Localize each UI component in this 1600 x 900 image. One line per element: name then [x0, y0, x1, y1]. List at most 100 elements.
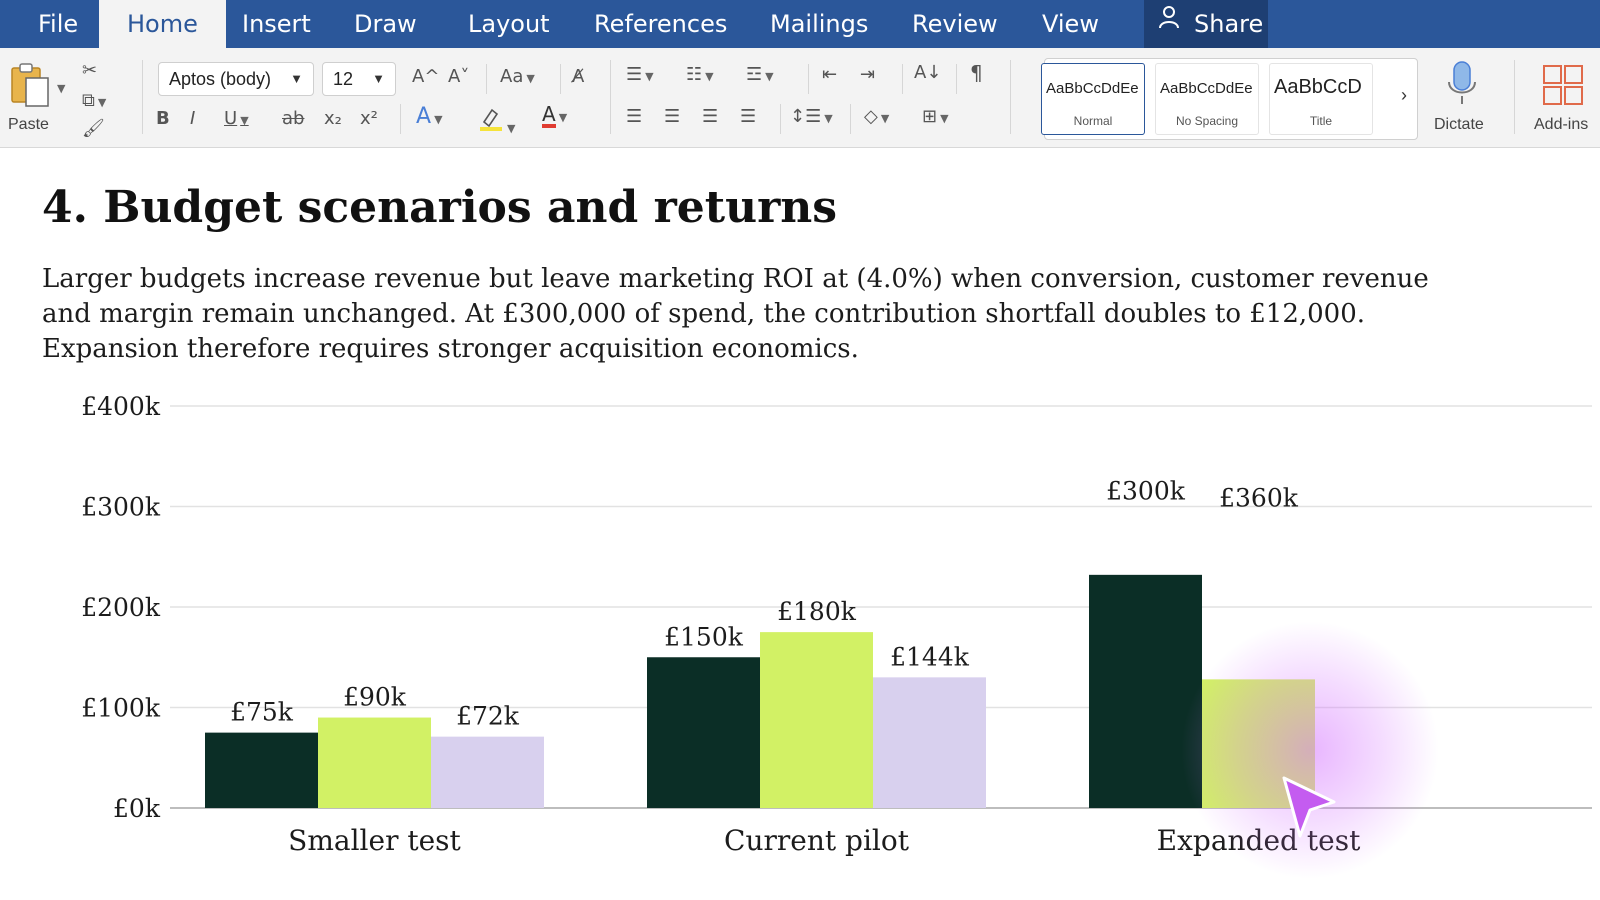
bold-button[interactable]: B: [156, 108, 170, 129]
tab-references[interactable]: References: [594, 10, 728, 38]
share-button[interactable]: Share: [1144, 0, 1268, 48]
bar: [760, 632, 873, 808]
copy-icon[interactable]: ⧉ ▼: [82, 90, 107, 111]
data-label: £144k: [890, 642, 970, 671]
align-center-icon[interactable]: ☰: [664, 106, 681, 127]
underline-button[interactable]: U ▼: [224, 108, 249, 129]
font-name-select[interactable]: Aptos (body) ▼: [158, 62, 314, 96]
align-right-icon[interactable]: ☰: [702, 106, 719, 127]
y-tick-label: £200k: [81, 593, 161, 622]
tab-view[interactable]: View: [1042, 10, 1099, 38]
bullets-icon[interactable]: ☰ ▼: [626, 64, 654, 85]
dictate-button[interactable]: Dictate: [1418, 54, 1506, 142]
grow-font-button[interactable]: A^: [412, 66, 440, 87]
style-sample: AaBbCcD: [1274, 76, 1362, 98]
y-tick-label: £400k: [81, 392, 161, 421]
font-color-label: A: [542, 102, 556, 128]
person-icon: [1158, 0, 1182, 48]
align-left-icon[interactable]: ☰: [626, 106, 643, 127]
ribbon-toolbar: Paste ▼ ✂ ⧉ ▼ 🖌 Aptos (body) ▼ 12 ▼ A^ A˅…: [0, 48, 1600, 148]
font-name-value: Aptos (body): [169, 69, 272, 89]
data-label: £360k: [1219, 484, 1299, 513]
pointer-cursor-icon: [1282, 776, 1336, 838]
shrink-font-button[interactable]: A˅: [448, 66, 470, 87]
format-painter-icon[interactable]: 🖌: [82, 118, 105, 139]
numbering-icon[interactable]: ☷ ▼: [686, 64, 714, 85]
share-label: Share: [1194, 10, 1264, 38]
decrease-indent-icon[interactable]: ⇤: [822, 64, 838, 85]
highlight-button[interactable]: ▼: [478, 106, 515, 140]
multilevel-list-icon[interactable]: ☲ ▼: [746, 64, 774, 85]
text-effects-button[interactable]: A ▼: [416, 104, 443, 129]
paste-icon: [11, 63, 49, 107]
budget-bar-chart: £0k £100k £200k £300k £400k £75k £90k £72k Small…: [81, 392, 1592, 857]
bar: [647, 657, 760, 808]
x-category-label: Current pilot: [724, 824, 910, 857]
style-sample: AaBbCcDdEe: [1160, 80, 1253, 97]
y-tick-label: £300k: [81, 493, 161, 522]
shading-icon[interactable]: ◇ ▼: [864, 106, 890, 127]
line-spacing-icon[interactable]: ↕☰ ▼: [790, 106, 833, 127]
change-case-label: Aa: [500, 66, 524, 87]
data-label: £75k: [230, 698, 294, 727]
bar: [431, 736, 544, 808]
y-tick-label: £0k: [113, 794, 161, 823]
superscript-button[interactable]: x²: [360, 108, 378, 129]
data-label: £180k: [777, 597, 857, 626]
tab-home[interactable]: Home: [99, 0, 226, 48]
bar: [873, 677, 986, 808]
text-effects-label: A: [416, 104, 432, 129]
chevron-down-icon: ▼: [290, 71, 303, 86]
styles-gallery: AaBbCcDdEe Normal AaBbCcDdEe No Spacing …: [1041, 58, 1418, 140]
font-size-select[interactable]: 12 ▼: [322, 62, 396, 96]
strikethrough-button[interactable]: ab: [282, 108, 305, 129]
tab-insert[interactable]: Insert: [242, 10, 311, 38]
add-ins-grid-icon: [1543, 65, 1583, 105]
document-page[interactable]: 4. Budget scenarios and returns Larger b…: [0, 148, 1600, 900]
subscript-button[interactable]: x₂: [324, 108, 342, 129]
sort-icon[interactable]: A↓: [914, 62, 942, 83]
body-paragraph: Larger budgets increase revenue but leav…: [42, 264, 1429, 364]
add-ins-button[interactable]: Add-ins: [1520, 54, 1600, 142]
style-name: Title: [1309, 114, 1333, 128]
style-sample: AaBbCcDdEe: [1046, 80, 1139, 97]
tab-layout[interactable]: Layout: [468, 10, 550, 38]
bar: [1089, 574, 1202, 808]
tab-draw[interactable]: Draw: [354, 10, 417, 38]
x-category-label: Smaller test: [288, 824, 461, 857]
chevron-down-icon: ▼: [372, 71, 385, 86]
data-label: £72k: [456, 702, 520, 731]
paste-label: Paste: [8, 116, 49, 133]
font-color-button[interactable]: A ▼: [542, 102, 568, 128]
paste-button[interactable]: Paste: [0, 48, 70, 144]
tab-review[interactable]: Review: [912, 10, 998, 38]
add-ins-label: Add-ins: [1534, 116, 1589, 133]
tab-file[interactable]: File: [38, 10, 79, 38]
data-label: £300k: [1106, 477, 1186, 506]
italic-button[interactable]: I: [190, 108, 196, 129]
tab-mailings[interactable]: Mailings: [770, 10, 869, 38]
change-case-button[interactable]: Aa ▼: [500, 66, 535, 87]
style-name: Normal: [1073, 114, 1113, 128]
show-marks-button[interactable]: ¶: [970, 61, 983, 85]
bar: [318, 717, 431, 808]
style-title[interactable]: AaBbCcD Title: [1269, 63, 1373, 135]
y-tick-label: £100k: [81, 694, 161, 723]
clear-formatting-icon[interactable]: A̸: [572, 66, 585, 87]
style-no-spacing[interactable]: AaBbCcDdEe No Spacing: [1155, 63, 1259, 135]
style-name: No Spacing: [1175, 114, 1239, 128]
justify-icon[interactable]: ☰: [740, 106, 757, 127]
chevron-right-icon[interactable]: ›: [1401, 85, 1407, 105]
style-normal[interactable]: AaBbCcDdEe Normal: [1041, 63, 1145, 135]
data-label: £150k: [664, 622, 744, 651]
cut-icon[interactable]: ✂: [82, 60, 98, 81]
bar: [205, 732, 318, 808]
increase-indent-icon[interactable]: ⇥: [860, 64, 876, 85]
data-label: £90k: [343, 683, 407, 712]
highlighter-icon: [480, 108, 502, 131]
section-heading: 4. Budget scenarios and returns: [42, 182, 838, 233]
underline-label: U: [224, 108, 238, 129]
ribbon-tab-bar: File Home Insert Draw Layout References …: [0, 0, 1600, 48]
paste-dropdown-icon[interactable]: ▼: [57, 82, 66, 95]
borders-icon[interactable]: ⊞ ▼: [922, 106, 949, 127]
